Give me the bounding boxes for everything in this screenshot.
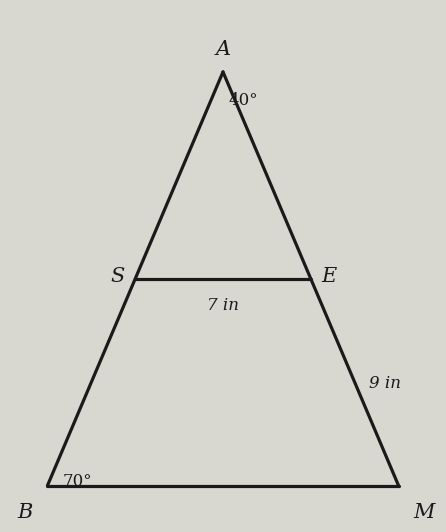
Text: B: B <box>17 503 33 522</box>
Text: E: E <box>322 267 337 286</box>
Text: A: A <box>215 40 231 59</box>
Text: 7 in: 7 in <box>207 297 239 314</box>
Text: 9 in: 9 in <box>368 375 401 392</box>
Text: 70°: 70° <box>62 473 92 490</box>
Text: M: M <box>413 503 435 522</box>
Text: S: S <box>110 267 124 286</box>
Text: 40°: 40° <box>228 93 258 110</box>
